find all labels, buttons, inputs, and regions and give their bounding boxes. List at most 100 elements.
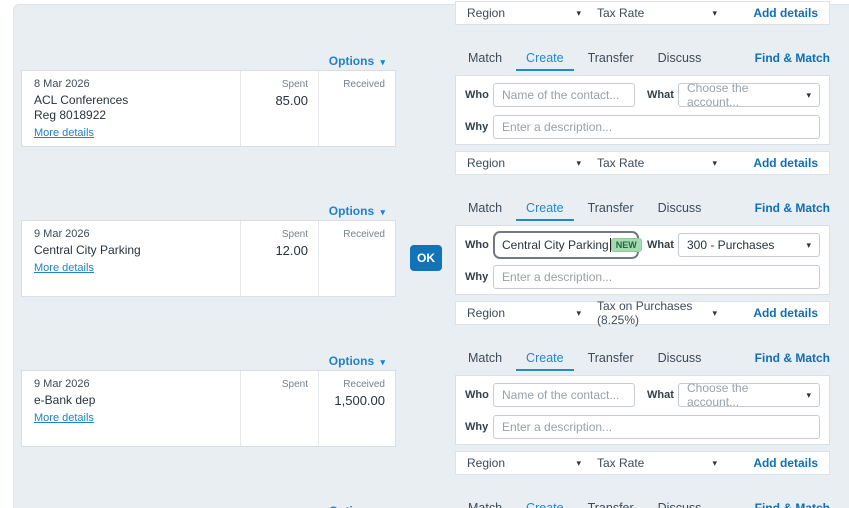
tab-create[interactable]: Create bbox=[516, 348, 574, 371]
statement-description-line: e-Bank dep bbox=[34, 393, 96, 407]
why-label: Why bbox=[465, 121, 489, 133]
tab-create[interactable]: Create bbox=[516, 498, 574, 508]
tab-discuss[interactable]: Discuss bbox=[657, 351, 702, 365]
tab-match[interactable]: Match bbox=[468, 351, 503, 365]
chevron-down-icon: ▾ bbox=[380, 57, 385, 67]
statement-date: 9 Mar 2026 bbox=[34, 228, 90, 240]
contact-name-value: Central City Parking bbox=[502, 238, 609, 252]
tab-transfer[interactable]: Transfer bbox=[587, 501, 634, 508]
statement-description-line: Reg 8018922 bbox=[34, 108, 107, 122]
chevron-down-icon: ▾ bbox=[380, 207, 385, 217]
description-input[interactable] bbox=[493, 115, 820, 139]
tab-transfer[interactable]: Transfer bbox=[587, 201, 634, 215]
description-input[interactable] bbox=[493, 415, 820, 439]
details-bar: Region ▾ Tax Rate ▾ Add details bbox=[455, 451, 830, 475]
add-details-link[interactable]: Add details bbox=[753, 306, 818, 320]
tax-rate-select[interactable]: Tax Rate ▾ bbox=[597, 6, 717, 20]
statement-description-cell: 9 Mar 2026 e-Bank dep More details bbox=[22, 371, 241, 446]
statement-description-line: Central City Parking bbox=[34, 243, 141, 257]
find-and-match-link[interactable]: Find & Match bbox=[754, 501, 830, 508]
find-and-match-link[interactable]: Find & Match bbox=[754, 201, 830, 215]
tax-rate-select[interactable]: Tax on Purchases (8.25%) ▾ bbox=[597, 299, 717, 327]
spent-label: Spent bbox=[281, 79, 308, 90]
chevron-down-icon: ▾ bbox=[712, 7, 717, 18]
chevron-down-icon: ▾ bbox=[806, 389, 811, 400]
tax-rate-select[interactable]: Tax Rate ▾ bbox=[597, 156, 717, 170]
tax-rate-select-label: Tax on Purchases (8.25%) bbox=[597, 299, 693, 327]
spent-amount: 12.00 bbox=[275, 243, 308, 258]
received-label: Received bbox=[343, 229, 385, 240]
statement-description-cell: 8 Mar 2026 ACL Conferences Reg 8018922 Mo… bbox=[22, 71, 241, 146]
chevron-down-icon: ▾ bbox=[712, 307, 717, 318]
tab-match[interactable]: Match bbox=[468, 51, 503, 65]
why-label: Why bbox=[465, 271, 489, 283]
description-input[interactable] bbox=[493, 265, 820, 289]
options-button[interactable]: Options ▾ bbox=[328, 354, 385, 368]
spent-cell: Spent 85.00 bbox=[241, 71, 319, 146]
statement-date: 9 Mar 2026 bbox=[34, 378, 90, 390]
find-and-match-link[interactable]: Find & Match bbox=[754, 351, 830, 365]
more-details-link[interactable]: More details bbox=[34, 127, 94, 139]
tab-create[interactable]: Create bbox=[516, 48, 574, 71]
options-button[interactable]: Options ▾ bbox=[21, 504, 385, 508]
who-label: Who bbox=[465, 239, 489, 251]
account-select[interactable]: Choose the account... ▾ bbox=[678, 381, 820, 409]
chevron-down-icon: ▾ bbox=[576, 457, 581, 468]
add-details-link[interactable]: Add details bbox=[753, 6, 818, 20]
new-contact-badge: NEW bbox=[610, 238, 642, 252]
create-transaction-form: Who Central City Parking NEW What 300 - … bbox=[455, 225, 830, 295]
account-select[interactable]: Choose the account... ▾ bbox=[678, 81, 820, 109]
tab-match[interactable]: Match bbox=[468, 501, 503, 508]
spent-label: Spent bbox=[281, 379, 308, 390]
region-select[interactable]: Region ▾ bbox=[467, 6, 581, 20]
region-select[interactable]: Region ▾ bbox=[467, 156, 581, 170]
contact-name-input-focused[interactable]: Central City Parking NEW bbox=[493, 231, 642, 259]
find-and-match-link[interactable]: Find & Match bbox=[754, 51, 830, 65]
account-select[interactable]: 300 - Purchases ▾ bbox=[678, 233, 820, 257]
received-label: Received bbox=[343, 79, 385, 90]
statement-description-line: ACL Conferences bbox=[34, 93, 129, 107]
chevron-down-icon: ▾ bbox=[576, 157, 581, 168]
tab-create[interactable]: Create bbox=[516, 198, 574, 221]
contact-name-input[interactable] bbox=[493, 83, 635, 107]
chevron-down-icon: ▾ bbox=[806, 239, 811, 250]
statement-line-card: 9 Mar 2026 e-Bank dep More details Spent… bbox=[21, 370, 396, 447]
tab-discuss[interactable]: Discuss bbox=[657, 201, 702, 215]
chevron-down-icon: ▾ bbox=[576, 307, 581, 318]
reconciliation-row: Options ▾ 9 Mar 2026 Central City Parkin… bbox=[0, 198, 849, 348]
statement-description: ACL Conferences Reg 8018922 bbox=[34, 93, 228, 123]
tab-transfer[interactable]: Transfer bbox=[587, 51, 634, 65]
add-details-link[interactable]: Add details bbox=[753, 456, 818, 470]
region-select[interactable]: Region ▾ bbox=[467, 306, 581, 320]
who-label: Who bbox=[465, 89, 489, 101]
tax-rate-select[interactable]: Tax Rate ▾ bbox=[597, 456, 717, 470]
more-details-link[interactable]: More details bbox=[34, 412, 94, 424]
tab-discuss[interactable]: Discuss bbox=[657, 501, 702, 508]
account-select-value: 300 - Purchases bbox=[687, 238, 775, 252]
statement-line-card: 8 Mar 2026 ACL Conferences Reg 8018922 Mo… bbox=[21, 70, 396, 147]
tab-discuss[interactable]: Discuss bbox=[657, 51, 702, 65]
tab-match[interactable]: Match bbox=[468, 201, 503, 215]
spent-cell: Spent 12.00 bbox=[241, 221, 319, 296]
statement-date: 8 Mar 2026 bbox=[34, 78, 90, 90]
options-button[interactable]: Options ▾ bbox=[328, 54, 385, 68]
details-bar-partial: Region ▾ Tax Rate ▾ Add details bbox=[455, 1, 830, 25]
ok-button[interactable]: OK bbox=[410, 245, 442, 271]
tab-transfer[interactable]: Transfer bbox=[587, 351, 634, 365]
add-details-link[interactable]: Add details bbox=[753, 156, 818, 170]
contact-name-input[interactable] bbox=[493, 383, 635, 407]
why-label: Why bbox=[465, 421, 489, 433]
transaction-tabs: Match Create Transfer Discuss Find & Mat… bbox=[455, 498, 830, 508]
more-details-link[interactable]: More details bbox=[34, 262, 94, 274]
transaction-tabs: Match Create Transfer Discuss Find & Match bbox=[455, 198, 830, 221]
chevron-down-icon: ▾ bbox=[712, 157, 717, 168]
spent-amount: 85.00 bbox=[275, 93, 308, 108]
region-select-label: Region bbox=[467, 306, 506, 320]
region-select-label: Region bbox=[467, 456, 506, 470]
region-select[interactable]: Region ▾ bbox=[467, 456, 581, 470]
chevron-down-icon: ▾ bbox=[576, 7, 581, 18]
received-cell: Received bbox=[319, 71, 395, 146]
what-label: What bbox=[647, 89, 674, 101]
options-button[interactable]: Options ▾ bbox=[328, 204, 385, 218]
